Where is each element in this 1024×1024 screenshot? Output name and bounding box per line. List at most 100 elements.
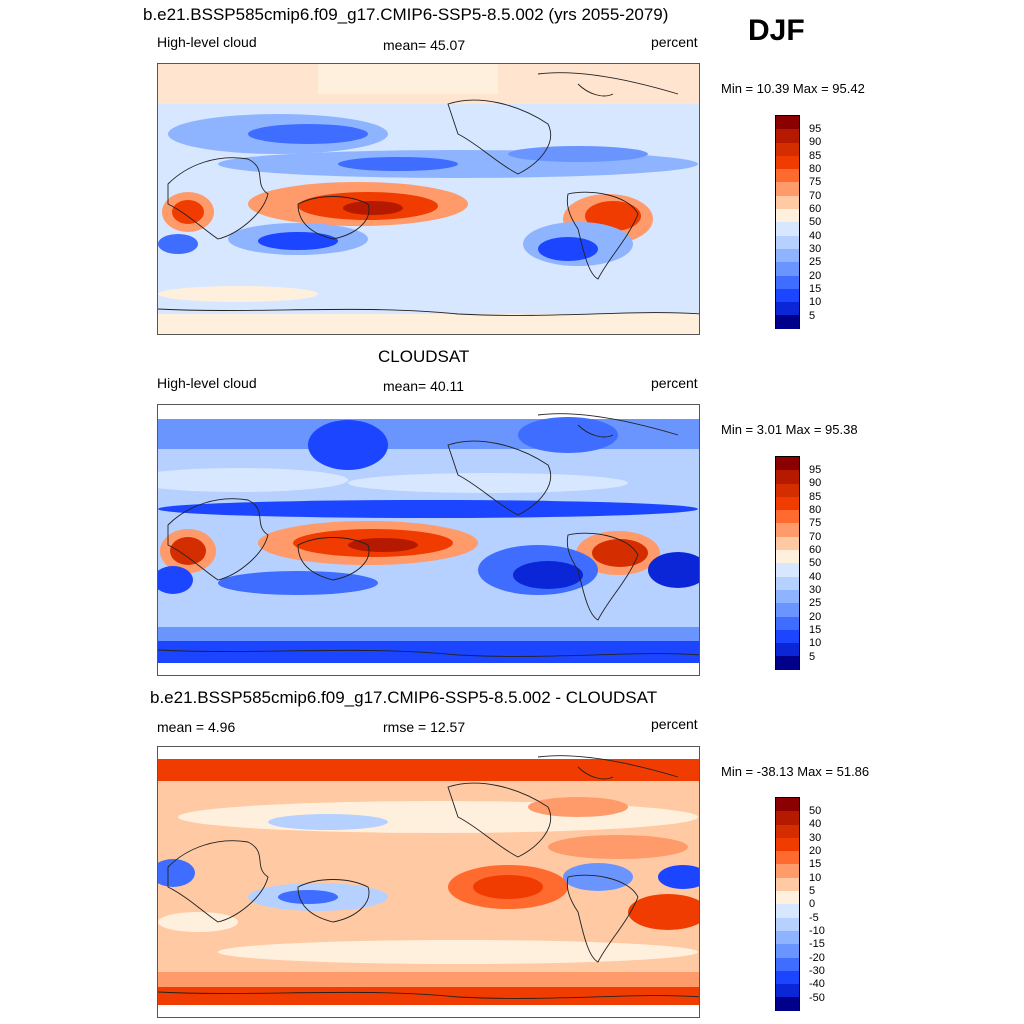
colorbar-swatch [776, 182, 799, 196]
colorbar-swatch [776, 142, 799, 156]
colorbar-swatch [776, 155, 799, 170]
colorbar-swatch [776, 483, 799, 497]
colorbar-tick-label: 10 [809, 637, 822, 649]
colorbar-swatch [776, 656, 799, 670]
colorbar-swatch [776, 550, 799, 564]
colorbar-swatch [776, 576, 799, 590]
colorbar-tick-label: -15 [809, 938, 825, 950]
colorbar-tick-label: 60 [809, 203, 822, 215]
colorbar-tick-label: 25 [809, 597, 822, 609]
colorbar-swatch [776, 195, 799, 210]
colorbar-swatch [776, 523, 799, 537]
colorbar-swatch [776, 209, 799, 223]
colorbar-swatch [776, 302, 799, 316]
panel1-mean-label: mean= 45.07 [383, 37, 466, 53]
colorbar-tick-label: 85 [809, 491, 822, 503]
colorbar-tick-label: 5 [809, 651, 816, 663]
colorbar-swatch [776, 970, 799, 985]
colorbar-tick-label: 70 [809, 190, 822, 202]
panel1-colorbar [775, 115, 800, 329]
colorbar-tick-label: 50 [809, 216, 822, 228]
colorbar-tick-label: 95 [809, 123, 822, 135]
colorbar-swatch [776, 811, 799, 825]
colorbar-tick-label: 75 [809, 517, 822, 529]
colorbar-tick-label: 50 [809, 557, 822, 569]
colorbar-tick-label: -40 [809, 978, 825, 990]
colorbar-tick-label: 40 [809, 571, 822, 583]
colorbar-swatch [776, 864, 799, 878]
colorbar-tick-label: -5 [809, 912, 819, 924]
panel3-colorbar [775, 797, 800, 1011]
colorbar-tick-label: 5 [809, 885, 816, 897]
colorbar-tick-label: 30 [809, 243, 822, 255]
colorbar-swatch [776, 496, 799, 511]
colorbar-swatch [776, 248, 799, 263]
colorbar-tick-label: 5 [809, 310, 816, 322]
colorbar-tick-label: 0 [809, 898, 816, 910]
colorbar-tick-label: 20 [809, 611, 822, 623]
colorbar-swatch [776, 851, 799, 865]
colorbar-tick-label: 30 [809, 832, 822, 844]
colorbar-swatch [776, 957, 799, 971]
panel3-rmse-label: rmse = 12.57 [383, 719, 466, 735]
colorbar-swatch [776, 222, 799, 236]
colorbar-tick-label: 75 [809, 176, 822, 188]
colorbar-swatch [776, 536, 799, 551]
colorbar-tick-label: 60 [809, 544, 822, 556]
panel2-mean-label: mean= 40.11 [383, 378, 465, 394]
colorbar-swatch [776, 837, 799, 852]
colorbar-tick-label: 80 [809, 163, 822, 175]
colorbar-tick-label: 85 [809, 150, 822, 162]
colorbar-tick-label: 20 [809, 270, 822, 282]
colorbar-swatch [776, 510, 799, 524]
colorbar-swatch [776, 643, 799, 657]
colorbar-tick-label: 20 [809, 845, 822, 857]
colorbar-swatch [776, 629, 799, 644]
colorbar-tick-label: 90 [809, 477, 822, 489]
colorbar-swatch [776, 877, 799, 892]
panel3-mean-label: mean = 4.96 [157, 719, 236, 735]
colorbar-swatch [776, 944, 799, 958]
colorbar-swatch [776, 891, 799, 905]
panel3-units-label: percent [651, 716, 698, 732]
panel1-variable-label: High-level cloud [157, 34, 257, 50]
panel2-map [157, 404, 700, 676]
colorbar-tick-label: 25 [809, 256, 822, 268]
colorbar-swatch [776, 824, 799, 838]
colorbar-swatch [776, 457, 799, 471]
colorbar-swatch [776, 997, 799, 1011]
colorbar-swatch [776, 904, 799, 918]
panel2-colorbar [775, 456, 800, 670]
colorbar-tick-label: 10 [809, 872, 822, 884]
colorbar-swatch [776, 129, 799, 143]
colorbar-swatch [776, 169, 799, 183]
colorbar-swatch [776, 798, 799, 812]
colorbar-swatch [776, 235, 799, 249]
colorbar-tick-label: 40 [809, 230, 822, 242]
colorbar-tick-label: 30 [809, 584, 822, 596]
colorbar-tick-label: -10 [809, 925, 825, 937]
colorbar-swatch [776, 589, 799, 604]
colorbar-swatch [776, 984, 799, 998]
season-label: DJF [748, 14, 805, 47]
panel3-map [157, 746, 700, 1018]
panel1-title: b.e21.BSSP585cmip6.f09_g17.CMIP6-SSP5-8.… [143, 5, 669, 24]
panel2-map-field [158, 405, 699, 675]
panel3-map-field [158, 747, 699, 1017]
panel1-map-field [158, 64, 699, 334]
panel2-units-label: percent [651, 375, 698, 391]
colorbar-swatch [776, 616, 799, 630]
panel2-minmax-label: Min = 3.01 Max = 95.38 [721, 422, 858, 437]
colorbar-tick-label: -50 [809, 992, 825, 1004]
colorbar-swatch [776, 563, 799, 577]
colorbar-tick-label: 15 [809, 283, 822, 295]
colorbar-tick-label: 15 [809, 624, 822, 636]
panel2-variable-label: High-level cloud [157, 375, 257, 391]
colorbar-swatch [776, 917, 799, 931]
colorbar-tick-label: -20 [809, 952, 825, 964]
colorbar-tick-label: 15 [809, 858, 822, 870]
colorbar-tick-label: 70 [809, 531, 822, 543]
panel2-title: CLOUDSAT [378, 347, 470, 366]
colorbar-swatch [776, 116, 799, 130]
panel1-map [157, 63, 700, 335]
